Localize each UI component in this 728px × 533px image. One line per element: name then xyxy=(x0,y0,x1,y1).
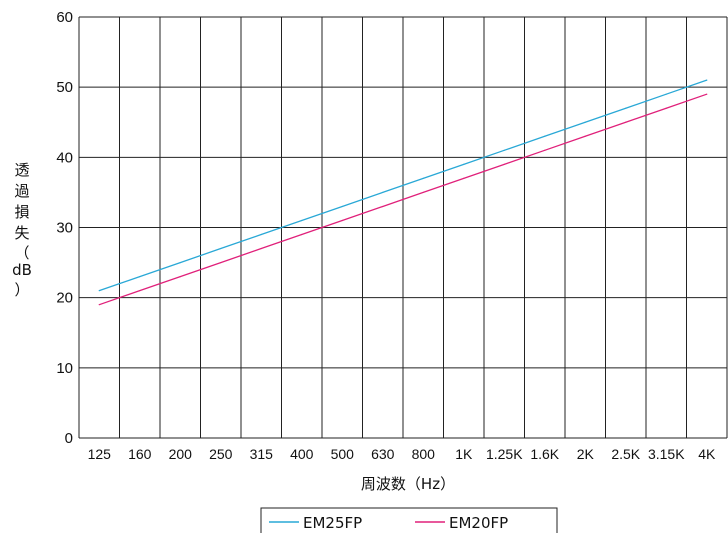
data-point-em20fp xyxy=(544,149,546,151)
y-axis-label-char: 失 xyxy=(14,224,29,242)
grid xyxy=(78,16,728,439)
legend: EM25FP EM20FP xyxy=(260,507,558,533)
x-axis-label: 周波数（Hz） xyxy=(361,475,455,493)
data-point-em20fp xyxy=(584,135,586,137)
y-tick-label: 50 xyxy=(56,79,73,96)
data-point-em25fp xyxy=(503,149,505,151)
y-tick-label: 10 xyxy=(56,360,73,377)
legend-label-em20fp: EM20FP xyxy=(449,514,508,532)
data-point-em25fp xyxy=(625,107,627,109)
data-point-em25fp xyxy=(220,247,222,250)
x-tick-label: 250 xyxy=(209,446,233,462)
x-tick-label: 2.5K xyxy=(611,446,640,462)
y-axis-label-char: 透 xyxy=(14,161,29,179)
series-lines xyxy=(98,79,708,306)
data-point-em20fp xyxy=(665,107,667,109)
y-tick-label: 30 xyxy=(56,220,73,237)
data-point-em20fp xyxy=(382,205,384,208)
data-point-em20fp xyxy=(260,247,262,250)
series-line-em20fp xyxy=(99,93,707,306)
x-tick-label: 500 xyxy=(331,446,355,462)
data-point-em20fp xyxy=(625,121,627,123)
x-tick-label: 315 xyxy=(250,446,274,462)
data-point-em20fp xyxy=(463,177,465,179)
x-tick-label: 630 xyxy=(371,446,395,462)
y-axis-ticks: 0 10 20 30 40 50 60 xyxy=(56,9,73,447)
x-tick-label: 1.6K xyxy=(530,446,559,462)
data-point-em25fp xyxy=(139,276,141,278)
x-tick-label: 160 xyxy=(128,446,152,462)
x-tick-label: 2K xyxy=(577,446,595,462)
data-point-em20fp xyxy=(220,261,222,264)
data-point-em20fp xyxy=(422,191,424,194)
y-tick-label: 20 xyxy=(56,290,73,307)
x-tick-label: 800 xyxy=(412,446,436,462)
y-axis-label-char: ） xyxy=(14,281,29,299)
x-tick-label: 4K xyxy=(698,446,716,462)
data-point-em25fp xyxy=(422,177,424,179)
data-point-em25fp xyxy=(341,205,343,208)
data-point-em25fp xyxy=(382,191,384,194)
y-axis-label-char: 過 xyxy=(14,182,29,200)
data-point-em20fp xyxy=(139,290,141,292)
data-point-em25fp xyxy=(706,79,708,81)
y-tick-label: 40 xyxy=(56,149,73,166)
x-tick-label: 1K xyxy=(455,446,473,462)
data-point-em25fp xyxy=(260,233,262,236)
y-tick-label: 60 xyxy=(56,9,73,26)
y-axis-label-char: 損 xyxy=(14,203,29,221)
series-line-em25fp xyxy=(99,79,707,292)
data-point-em20fp xyxy=(98,304,100,306)
legend-label-em25fp: EM25FP xyxy=(303,514,362,532)
data-point-em20fp xyxy=(301,233,303,236)
data-point-em20fp xyxy=(341,219,343,222)
y-tick-label: 0 xyxy=(65,430,73,447)
data-point-em20fp xyxy=(179,276,181,278)
x-tick-label: 1.25K xyxy=(486,446,523,462)
data-point-em25fp xyxy=(98,290,100,292)
x-tick-label: 400 xyxy=(290,446,314,462)
x-tick-label: 125 xyxy=(88,446,112,462)
data-point-em25fp xyxy=(463,163,465,165)
legend-box xyxy=(260,507,558,533)
data-point-em20fp xyxy=(503,163,505,165)
data-point-em25fp xyxy=(179,261,181,264)
y-axis-label-char: （ xyxy=(14,244,29,262)
data-point-em25fp xyxy=(301,219,303,222)
data-point-em25fp xyxy=(544,135,546,137)
data-point-em20fp xyxy=(706,93,708,95)
data-point-em25fp xyxy=(584,121,586,123)
x-tick-label: 3.15K xyxy=(648,446,685,462)
x-tick-label: 200 xyxy=(169,446,193,462)
y-axis-label-char: dB xyxy=(12,261,32,279)
data-point-em25fp xyxy=(665,93,667,95)
x-axis-ticks: 125 160 200 250 315 400 500 630 800 1K 1.25K 1.6K 2K… xyxy=(88,446,716,462)
